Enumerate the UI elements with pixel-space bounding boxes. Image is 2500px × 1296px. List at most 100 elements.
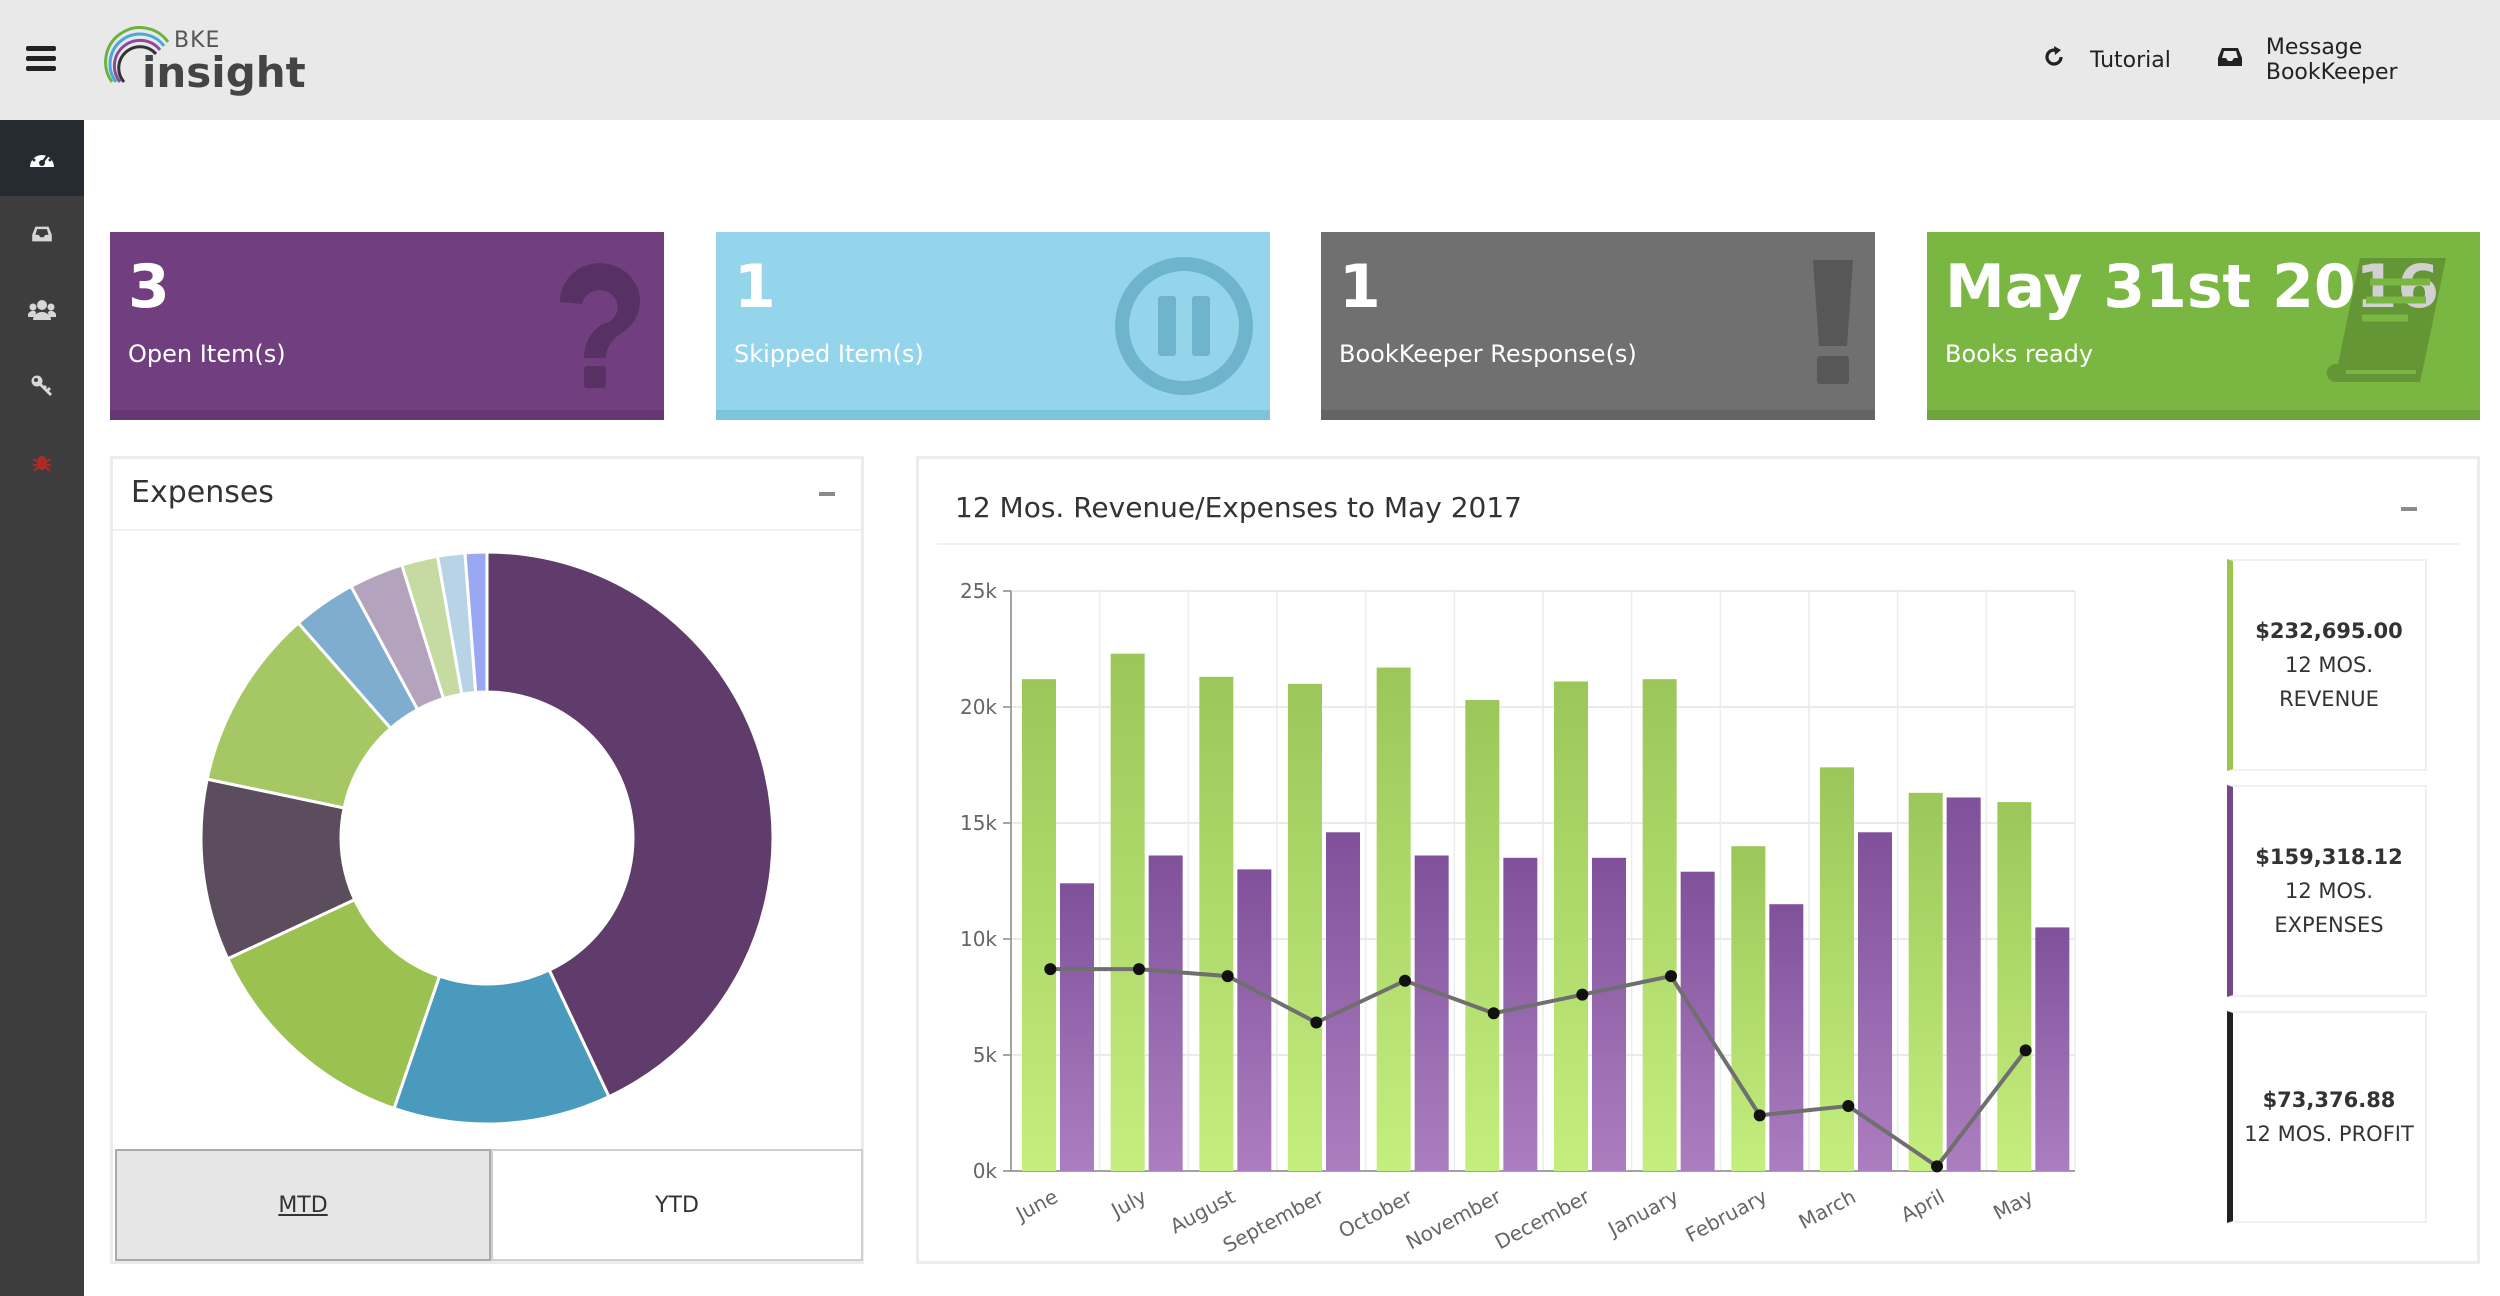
tab-mtd[interactable]: MTD — [115, 1149, 491, 1261]
open-items-count: 3 — [128, 252, 170, 322]
expenses-bar[interactable] — [1326, 832, 1360, 1171]
sidebar — [0, 120, 84, 1296]
profit-summary-box: $73,376.88 12 MOS. PROFIT — [2227, 1011, 2427, 1223]
revenue-summary-box: $232,695.00 12 MOS. REVENUE — [2227, 559, 2427, 771]
bookkeeper-responses-count: 1 — [1339, 252, 1381, 322]
revenue-bar[interactable] — [1642, 679, 1677, 1171]
profit-point[interactable] — [1487, 1007, 1500, 1020]
expenses-bar[interactable] — [1503, 857, 1538, 1171]
revenue-bar[interactable] — [1908, 792, 1943, 1171]
logo-big-text: insight — [142, 48, 306, 97]
profit-point[interactable] — [1753, 1109, 1766, 1122]
expenses-bar[interactable] — [1858, 832, 1892, 1171]
profit-label: 12 MOS. PROFIT — [2244, 1122, 2414, 1146]
sidebar-item-debug[interactable] — [0, 424, 84, 500]
logo-arcs-icon — [104, 26, 170, 83]
key-icon — [31, 375, 53, 397]
expenses-title: Expenses — [131, 475, 274, 510]
revenue-expenses-panel: 12 Mos. Revenue/Expenses to May 2017 0k 5… — [916, 456, 2480, 1264]
expenses-bar[interactable] — [2035, 927, 2070, 1171]
skipped-items-label: Skipped Item(s) — [734, 340, 924, 368]
dashboard-icon — [30, 150, 54, 167]
y-tick-label: 20k — [960, 695, 997, 719]
revenue-bar[interactable] — [1465, 700, 1500, 1171]
profit-point[interactable] — [1931, 1160, 1943, 1173]
books-ready-date: May 31st 2016 — [1945, 252, 2440, 322]
y-tick-label: 25k — [960, 579, 997, 603]
exclamation-icon — [1811, 258, 1855, 392]
revenue-bar[interactable] — [1199, 676, 1234, 1171]
donut-slice[interactable] — [463, 550, 489, 695]
pause-icon — [1114, 256, 1254, 400]
app-logo[interactable]: BKE insight — [104, 20, 306, 100]
expenses-amount: $159,318.12 — [2255, 845, 2403, 869]
profit-point[interactable] — [1576, 988, 1589, 1001]
revenue-bar[interactable] — [1554, 681, 1588, 1171]
sidebar-item-inbox[interactable] — [0, 196, 84, 272]
bookkeeper-responses-card[interactable]: 1 BookKeeper Response(s) — [1321, 232, 1875, 420]
users-icon — [28, 300, 56, 320]
inbox-icon — [2216, 45, 2244, 75]
expenses-bar[interactable] — [1592, 857, 1626, 1171]
profit-point[interactable] — [1842, 1100, 1855, 1113]
revenue-bar[interactable] — [1110, 653, 1145, 1171]
bookkeeper-responses-label: BookKeeper Response(s) — [1339, 340, 1637, 368]
expenses-bar[interactable] — [1237, 869, 1272, 1171]
x-tick-label: November — [1402, 1184, 1506, 1254]
revenue-bar[interactable] — [1022, 679, 1056, 1171]
sidebar-item-keys[interactable] — [0, 348, 84, 424]
x-tick-label: September — [1219, 1184, 1329, 1257]
revenue-bar[interactable] — [1997, 802, 2032, 1171]
message-bookkeeper-link[interactable]: Message BookKeeper — [2216, 35, 2500, 85]
revenue-collapse-icon[interactable] — [2401, 507, 2417, 511]
x-tick-label: July — [1106, 1184, 1151, 1223]
books-ready-label: Books ready — [1945, 340, 2094, 368]
expenses-bar[interactable] — [1060, 883, 1094, 1171]
top-header: BKE insight Tutorial Message BookKeeper — [0, 0, 2500, 120]
profit-point[interactable] — [2019, 1044, 2032, 1057]
hamburger-menu-icon[interactable] — [26, 46, 56, 72]
skipped-items-count: 1 — [734, 252, 776, 322]
profit-point[interactable] — [1221, 970, 1234, 983]
tutorial-link[interactable]: Tutorial — [2040, 40, 2171, 80]
expenses-donut-chart — [199, 550, 775, 1126]
x-tick-label: December — [1491, 1184, 1595, 1254]
expenses-label-1: 12 MOS. — [2284, 879, 2374, 903]
x-tick-label: April — [1897, 1184, 1949, 1227]
expenses-bar[interactable] — [1946, 797, 1981, 1171]
revenue-bar[interactable] — [1288, 683, 1322, 1171]
donut-slice[interactable] — [485, 550, 775, 1099]
profit-point[interactable] — [1044, 963, 1057, 976]
expenses-bar[interactable] — [1769, 904, 1804, 1171]
inbox-icon — [32, 226, 52, 242]
open-items-card[interactable]: 3 Open Item(s) — [110, 232, 664, 420]
y-tick-label: 0k — [973, 1159, 998, 1183]
book-icon — [2320, 254, 2450, 398]
sidebar-item-users[interactable] — [0, 272, 84, 348]
x-tick-label: February — [1681, 1184, 1771, 1247]
tab-ytd[interactable]: YTD — [491, 1149, 863, 1261]
refresh-icon — [2040, 45, 2068, 76]
revenue-bar[interactable] — [1376, 667, 1411, 1171]
y-tick-label: 10k — [960, 927, 997, 951]
expenses-bar[interactable] — [1414, 855, 1449, 1171]
profit-point[interactable] — [1399, 974, 1411, 987]
sidebar-item-dashboard[interactable] — [0, 120, 84, 196]
expenses-collapse-icon[interactable] — [819, 492, 835, 496]
donut-slice[interactable] — [225, 897, 442, 1111]
expenses-label-2: EXPENSES — [2274, 913, 2384, 937]
skipped-items-card[interactable]: 1 Skipped Item(s) — [716, 232, 1270, 420]
logo-small-text: BKE — [174, 28, 221, 53]
question-icon — [550, 262, 650, 396]
revenue-bar[interactable] — [1731, 846, 1766, 1171]
x-tick-label: June — [1010, 1184, 1061, 1227]
profit-point[interactable] — [1133, 963, 1145, 976]
books-ready-card[interactable]: May 31st 2016 Books ready — [1927, 232, 2480, 420]
message-label: Message BookKeeper — [2265, 35, 2398, 85]
x-tick-label: March — [1795, 1184, 1860, 1234]
expenses-bar[interactable] — [1148, 855, 1183, 1171]
profit-point[interactable] — [1310, 1016, 1323, 1029]
profit-point[interactable] — [1665, 970, 1677, 983]
revenue-amount: $232,695.00 — [2255, 619, 2403, 643]
